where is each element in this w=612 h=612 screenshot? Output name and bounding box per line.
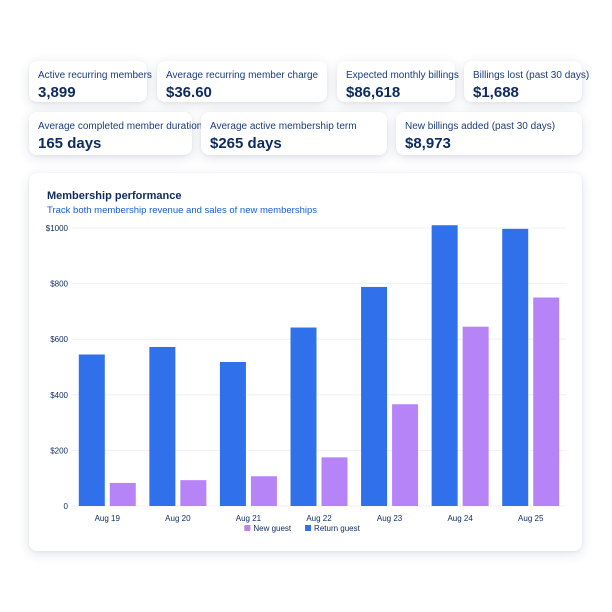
bar-new-guest	[180, 480, 207, 506]
x-tick-label: Aug 20	[165, 514, 191, 523]
stat-label: Billings lost (past 30 days)	[473, 70, 590, 81]
y-tick-label: $400	[50, 391, 68, 400]
chart-title: Membership performance	[47, 190, 182, 202]
legend-swatch	[244, 525, 251, 531]
membership-bar-chart: $1000 $800 $600 $400 $200 0 Aug 19 Aug 20 Aug 21…	[46, 224, 566, 533]
stat-value: $1,688	[473, 84, 519, 101]
y-tick-label: $200	[50, 446, 68, 455]
x-tick-label: Aug 21	[236, 514, 262, 523]
stat-card-expected-billings: Expected monthly billings $86,618	[337, 61, 459, 102]
stat-label: Average active membership term	[210, 121, 357, 132]
stat-value: $8,973	[405, 135, 451, 152]
x-tick-label: Aug 24	[447, 514, 473, 523]
bar-new-guest	[109, 482, 136, 506]
stat-card-active-term: Average active membership term $265 days	[201, 112, 387, 155]
x-tick-label: Aug 19	[95, 514, 121, 523]
bar-new-guest	[462, 326, 489, 506]
stat-label: Active recurring members	[38, 70, 152, 81]
x-tick-label: Aug 22	[306, 514, 332, 523]
x-tick-label: Aug 23	[377, 514, 403, 523]
legend-swatch	[305, 525, 312, 531]
stat-value: 3,899	[38, 84, 76, 101]
stat-label: Average recurring member charge	[166, 70, 319, 81]
bar-return-guest	[502, 228, 529, 507]
stat-card-active-members: Active recurring members 3,899	[29, 61, 152, 102]
y-tick-label: $600	[50, 335, 68, 344]
stat-value: $265 days	[210, 135, 282, 152]
stat-label: Expected monthly billings	[346, 70, 459, 81]
bar-new-guest	[321, 457, 348, 506]
stat-card-new-billings: New billings added (past 30 days) $8,973	[396, 112, 582, 155]
membership-performance-card: Membership performance Track both member…	[29, 173, 582, 551]
stat-value: $86,618	[346, 84, 401, 101]
bar-return-guest	[290, 327, 317, 506]
stat-card-average-charge: Average recurring member charge $36.60	[157, 61, 327, 102]
y-tick-label: 0	[64, 502, 69, 511]
y-tick-label: $1000	[46, 224, 69, 233]
stat-label: New billings added (past 30 days)	[405, 121, 556, 132]
stat-value: $36.60	[166, 84, 212, 101]
stat-card-completed-duration: Average completed member duration 165 da…	[29, 112, 202, 155]
bar-return-guest	[219, 361, 246, 506]
y-tick-label: $800	[50, 280, 68, 289]
bar-return-guest	[431, 225, 458, 506]
bar-return-guest	[149, 346, 176, 506]
bar-return-guest	[361, 286, 388, 506]
bar-new-guest	[250, 476, 277, 506]
stat-card-billings-lost: Billings lost (past 30 days) $1,688	[464, 61, 589, 102]
x-tick-label: Aug 25	[518, 514, 544, 523]
stat-value: 165 days	[38, 135, 102, 152]
bar-new-guest	[392, 404, 419, 506]
legend-label: Return guest	[314, 524, 361, 533]
bar-return-guest	[78, 354, 105, 506]
bar-new-guest	[533, 297, 560, 506]
legend-label: New guest	[253, 524, 292, 533]
chart-subtitle: Track both membership revenue and sales …	[47, 205, 317, 216]
stat-label: Average completed member duration	[38, 121, 203, 132]
